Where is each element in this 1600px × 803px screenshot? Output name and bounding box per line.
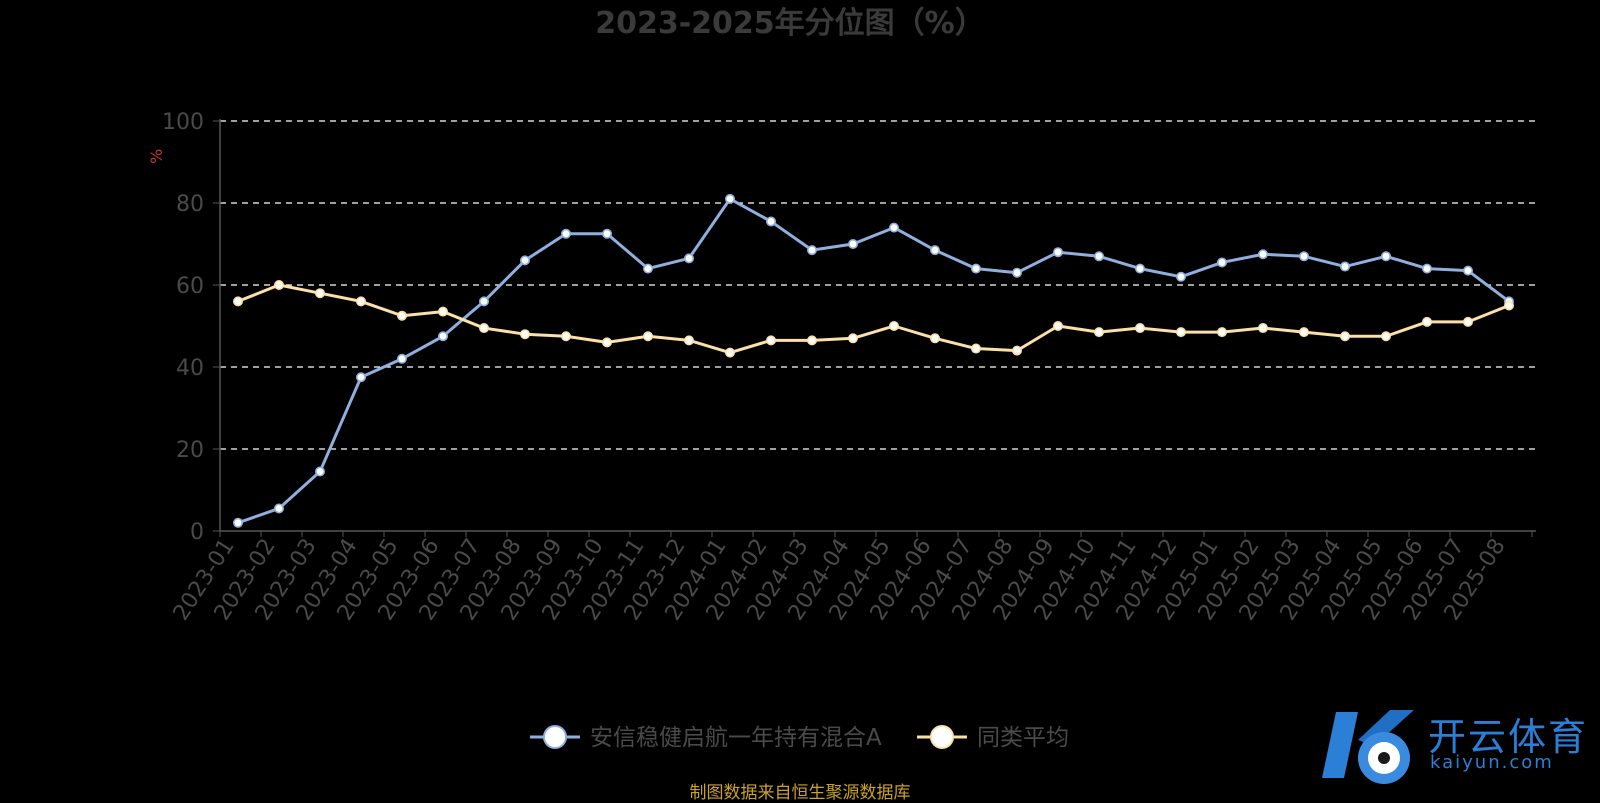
- series-1-point-2025-08: [1504, 300, 1515, 311]
- series-1-point-2024-08: [1011, 345, 1022, 356]
- series-0-point-2024-06: [929, 245, 940, 256]
- series-1-point-2023-08: [519, 329, 530, 340]
- watermark-domain: kaiyun.com: [1430, 752, 1554, 773]
- series-1-point-2025-05: [1381, 331, 1392, 342]
- series-0-point-2025-01: [1217, 257, 1228, 268]
- series-lines: [233, 193, 1515, 528]
- series-1-point-2023-11: [642, 331, 653, 342]
- series-0-point-2023-05: [396, 353, 407, 364]
- series-0-point-2025-02: [1258, 249, 1269, 260]
- series-0-point-2024-09: [1053, 247, 1064, 258]
- series-0-point-2023-12: [683, 253, 694, 264]
- chart-title: 2023-2025年分位图（%）: [595, 6, 985, 41]
- series-0-point-2023-01: [233, 517, 244, 528]
- series-0-point-2025-06: [1422, 263, 1433, 274]
- series-0-point-2024-11: [1135, 263, 1146, 274]
- series-0-point-2023-03: [314, 466, 325, 477]
- series-0-point-2023-02: [273, 503, 284, 514]
- series-1-point-2023-04: [355, 296, 366, 307]
- series-0-point-2024-08: [1011, 267, 1022, 278]
- series-0-point-2024-04: [847, 239, 858, 250]
- series-1-point-2024-04: [847, 333, 858, 344]
- series-1-point-2025-06: [1422, 316, 1433, 327]
- series-0-point-2024-01: [724, 193, 735, 204]
- series-0-point-2025-04: [1340, 261, 1351, 272]
- series-1-point-2023-06: [437, 306, 448, 317]
- series-1-point-2025-07: [1463, 316, 1474, 327]
- series-0-point-2025-03: [1299, 251, 1310, 262]
- series-1-point-2024-03: [806, 335, 817, 346]
- y-tick-labels: 0 20 40 60 80 100: [162, 110, 204, 545]
- watermark-brand: 开云体育: [1428, 715, 1589, 759]
- series-1-point-2023-07: [478, 323, 489, 334]
- series-0-point-2024-05: [888, 222, 899, 233]
- y-tick-label-60: 60: [176, 274, 204, 299]
- series-1-point-2023-10: [601, 337, 612, 348]
- series-0-point-2025-05: [1381, 251, 1392, 262]
- series-1-point-2024-11: [1135, 323, 1146, 334]
- y-tick-label-20: 20: [176, 438, 204, 463]
- series-1-point-2023-02: [273, 279, 284, 290]
- series-0-point-2025-07: [1463, 265, 1474, 276]
- data-source-note: 制图数据来自恒生聚源数据库: [689, 783, 911, 803]
- series-0-point-2023-07: [478, 296, 489, 307]
- series-0-point-2024-10: [1094, 251, 1105, 262]
- series-1-point-2024-10: [1094, 327, 1105, 338]
- series-0-point-2024-07: [970, 263, 981, 274]
- series-1-point-2024-07: [970, 343, 981, 354]
- series-0-point-2023-08: [519, 255, 530, 266]
- series-line-0: [237, 197, 1510, 525]
- series-line-1: [237, 283, 1510, 355]
- y-tick-label-100: 100: [162, 110, 204, 135]
- legend-label-0: 安信稳健启航一年持有混合A: [590, 725, 882, 751]
- x-tick-labels: 2023-012023-022023-032023-042023-052023-…: [169, 534, 1511, 625]
- series-1-point-2025-03: [1299, 327, 1310, 338]
- logo-ball-icon: [1322, 710, 1414, 784]
- series-1-point-2024-01: [724, 347, 735, 358]
- y-tick-label-40: 40: [176, 356, 204, 381]
- series-1-point-2024-09: [1053, 320, 1064, 331]
- series-1-point-2024-12: [1176, 327, 1187, 338]
- legend-marker-0: [543, 725, 567, 749]
- series-1-point-2023-03: [314, 288, 325, 299]
- series-0-point-2024-02: [765, 216, 776, 227]
- legend-marker-1: [930, 725, 954, 749]
- series-1-point-2023-09: [560, 331, 571, 342]
- y-axis-label: %: [147, 149, 166, 164]
- series-1-point-2024-02: [765, 335, 776, 346]
- series-1-point-2025-02: [1258, 323, 1269, 334]
- series-0-point-2023-06: [437, 331, 448, 342]
- series-1-point-2025-04: [1340, 331, 1351, 342]
- legend-label-1: 同类平均: [977, 725, 1069, 751]
- series-0-point-2023-10: [601, 228, 612, 239]
- series-1-point-2025-01: [1217, 327, 1228, 338]
- series-1-point-2023-05: [396, 310, 407, 321]
- series-1-point-2024-06: [929, 333, 940, 344]
- series-1-point-2023-01: [233, 296, 244, 307]
- y-tick-label-0: 0: [190, 520, 204, 545]
- series-0-point-2023-09: [560, 228, 571, 239]
- series-1-point-2023-12: [683, 335, 694, 346]
- y-tick-label-80: 80: [176, 192, 204, 217]
- series-1-point-2024-05: [888, 320, 899, 331]
- series-0-point-2023-04: [355, 372, 366, 383]
- series-0-point-2023-11: [642, 263, 653, 274]
- axes: [213, 119, 1536, 537]
- legend: 安信稳健启航一年持有混合A 同类平均: [530, 725, 1069, 751]
- series-0-point-2024-12: [1176, 271, 1187, 282]
- series-0-point-2024-03: [806, 245, 817, 256]
- watermark-logo: 开云体育 kaiyun.com: [1318, 700, 1600, 790]
- grid-lines: [220, 120, 1536, 450]
